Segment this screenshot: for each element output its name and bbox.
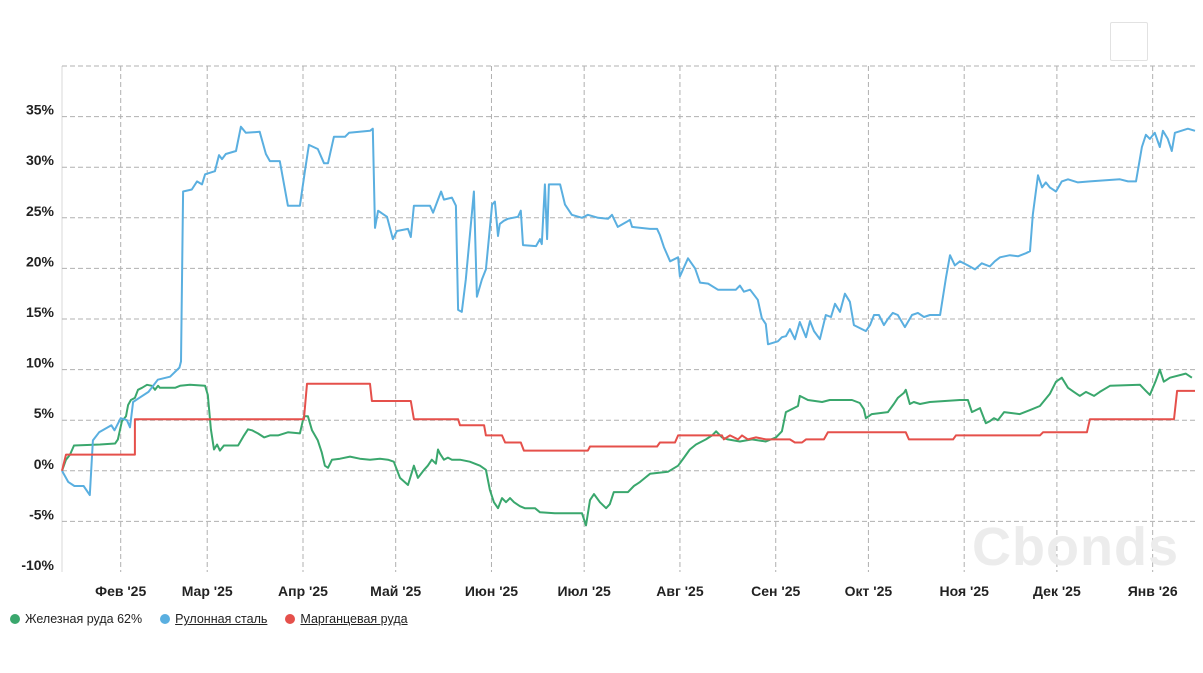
x-tick-label: Дек '25 bbox=[1033, 583, 1081, 599]
y-tick-label: -5% bbox=[29, 506, 54, 522]
series-lines bbox=[61, 125, 1196, 527]
series-line-2 bbox=[61, 125, 1196, 497]
y-tick-label: 15% bbox=[26, 304, 55, 320]
x-tick-label: Янв '26 bbox=[1128, 583, 1178, 599]
legend-label: Железная руда 62% bbox=[25, 612, 143, 626]
watermark-logo: Cbonds bbox=[972, 517, 1179, 577]
x-tick-label: Июл '25 bbox=[557, 583, 611, 599]
legend-item-manganese-ore[interactable]: Марганцевая руда bbox=[285, 612, 408, 626]
y-axis: 35% 30% 25% 20% 15% 10% 5% 0% -5% -10% bbox=[21, 102, 54, 573]
x-tick-label: Апр '25 bbox=[278, 583, 328, 599]
x-tick-label: Сен '25 bbox=[751, 583, 800, 599]
y-tick-label: 30% bbox=[26, 152, 55, 168]
y-tick-label: 0% bbox=[34, 456, 55, 472]
y-tick-label: 25% bbox=[26, 203, 55, 219]
series-line-1 bbox=[61, 368, 1193, 527]
x-tick-label: Мар '25 bbox=[182, 583, 233, 599]
x-tick-label: Ноя '25 bbox=[939, 583, 989, 599]
legend-label: Марганцевая руда bbox=[300, 612, 408, 626]
x-tick-label: Фев '25 bbox=[95, 583, 146, 599]
chart-menu-button[interactable] bbox=[1110, 22, 1148, 61]
x-axis: Фев '25 Мар '25 Апр '25 Май '25 Июн '25 Июл '… bbox=[95, 583, 1178, 599]
y-tick-label: 20% bbox=[26, 253, 55, 269]
grid bbox=[61, 65, 1198, 572]
y-tick-label: -10% bbox=[21, 557, 54, 573]
y-tick-label: 35% bbox=[26, 102, 55, 118]
y-tick-label: 5% bbox=[34, 405, 55, 421]
legend-label: Рулонная сталь bbox=[175, 612, 268, 626]
y-tick-label: 10% bbox=[26, 355, 55, 371]
x-tick-label: Май '25 bbox=[370, 583, 421, 599]
legend-dot-icon bbox=[285, 614, 296, 624]
legend-item-coil-steel[interactable]: Рулонная сталь bbox=[160, 612, 267, 626]
legend: Железная руда 62% Рулонная сталь Марганц… bbox=[10, 612, 408, 626]
legend-item-iron-ore[interactable]: Железная руда 62% bbox=[10, 612, 142, 626]
x-tick-label: Июн '25 bbox=[465, 583, 518, 599]
legend-dot-icon bbox=[160, 614, 171, 624]
series-line-3 bbox=[61, 382, 1195, 472]
x-tick-label: Окт '25 bbox=[845, 583, 893, 599]
x-tick-label: Авг '25 bbox=[656, 583, 704, 599]
legend-dot-icon bbox=[10, 614, 20, 624]
